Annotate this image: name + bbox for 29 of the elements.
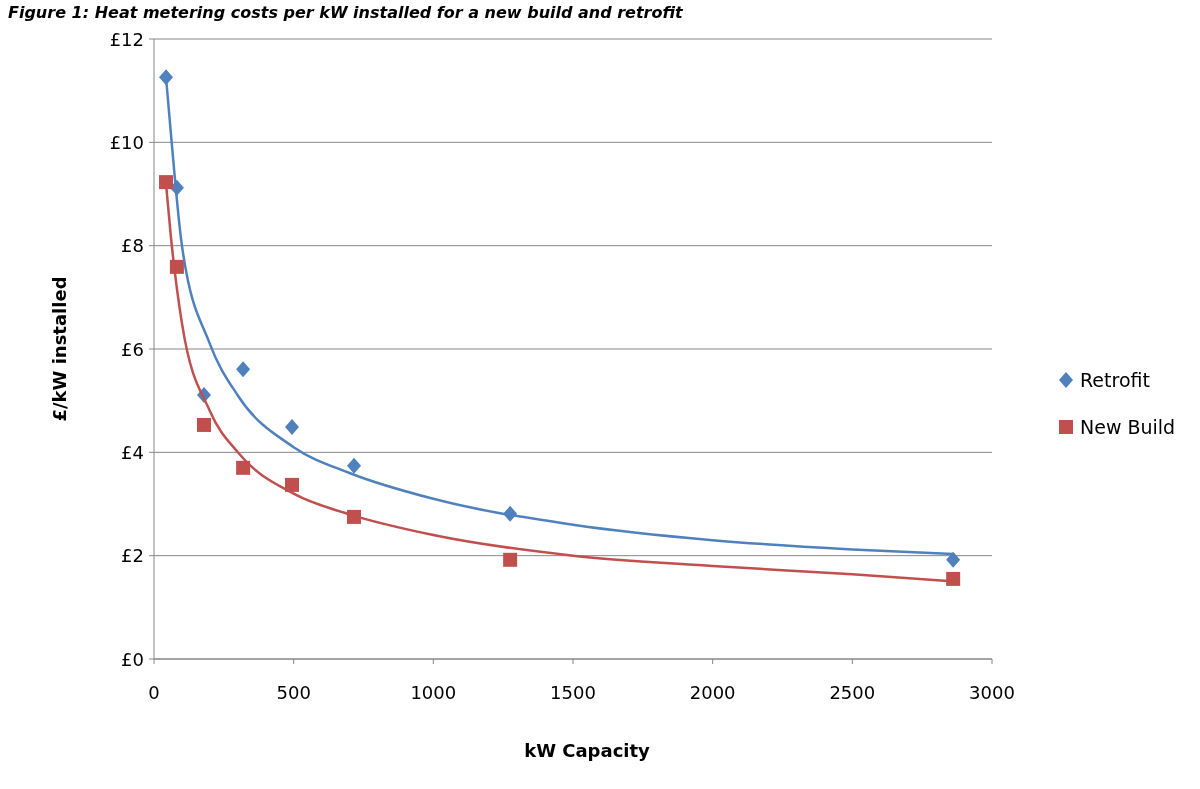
x-tick-label: 2500 [829,682,876,703]
point [284,477,299,492]
y-tick-label: £12 [109,28,144,50]
point [159,175,174,190]
x-axis-title: kW Capacity [524,740,651,761]
point [347,457,361,474]
y-tick-label: £0 [121,648,144,670]
x-tick-label: 1000 [410,682,457,703]
point [236,361,251,378]
point [197,417,211,432]
point [284,419,299,436]
x-tick-label: 1500 [550,682,596,703]
y-tick-label: £8 [121,235,144,257]
point [503,552,518,567]
point [946,571,961,586]
y-tick-label: £2 [121,545,144,567]
x-tick-label: 0 [148,682,160,703]
y-tick-label: £4 [121,441,144,463]
chart-title: Figure 1: Heat metering costs per kW installed for a new build and retrofit [8,3,685,22]
point [946,551,961,568]
y-tick-label: £6 [121,338,144,360]
x-tick-label: 500 [276,682,311,703]
point [236,460,251,475]
y-axis-title: £/kW installed [49,276,70,422]
y-tick-label: £10 [109,131,144,153]
x-tick-label: 2000 [689,682,736,703]
legend-label: Retrofit [1080,369,1150,391]
x-tick-label: 3000 [969,682,1015,703]
legend-label: New Build [1080,416,1176,438]
